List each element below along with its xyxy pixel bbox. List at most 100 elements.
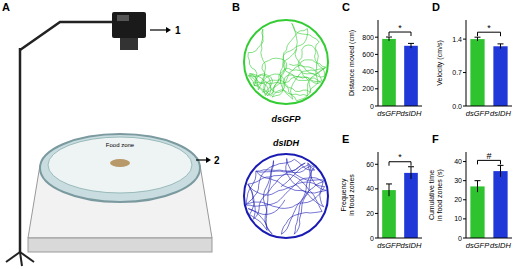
y-tick [463,199,466,200]
y-tick [375,54,378,55]
y-tick-label: 600 [362,51,374,58]
y-tick-label: 40 [366,185,374,192]
significance-mark: # [486,151,491,161]
y-tick [463,39,466,40]
error-bar [498,165,504,176]
bar [404,46,418,106]
y-tick [463,72,466,73]
y-axis-label: in food zones (s) [436,169,444,221]
track [248,23,326,101]
arrow-head [206,157,211,163]
error-cap [475,180,481,181]
y-tick [375,238,378,239]
chart: D0.00.71.4dsGFPdsIDHVelocity (cm/s)* [432,1,512,118]
significance-bracket [478,32,501,36]
x-axis [378,106,422,107]
marks [470,37,507,106]
error-bar [498,44,504,49]
panel-label: C [342,1,350,13]
callout-label: 1 [175,25,181,36]
error-cap [386,37,392,38]
y-tick-label: 20 [454,196,462,203]
y-tick [375,106,378,107]
error-cap [498,165,504,166]
arrow-head [166,27,171,33]
y-tick [375,71,378,72]
significance-bracket [478,160,501,164]
error-line [477,181,478,192]
y-axis-label: in food zones [348,174,355,216]
y-axis-label: Velocity (cm/s) [436,40,444,86]
error-line [411,43,412,48]
y-tick [463,161,466,162]
y-axis [378,20,379,106]
y-tick [463,238,466,239]
food [110,159,130,167]
significance-bracket [389,32,411,36]
platform-side [28,238,212,252]
track-group [248,23,326,101]
error-line [389,184,390,196]
y-tick-label: 0.7 [452,69,462,76]
track-label: dsGFP [271,114,301,124]
panel-label: A [2,1,10,13]
x-tick-label: dsGFP [377,109,400,118]
x-tick-label: dsIDH [401,109,422,118]
error-line [477,37,478,41]
y-axis-label: Distance moved (cm) [348,30,356,96]
error-cap [386,183,392,184]
y-tick-label: 10 [454,215,462,222]
y-axis [378,152,379,238]
bar [470,39,484,106]
panel-label: B [232,1,240,13]
marks [382,167,418,238]
y-axis [466,152,467,238]
chart: F010203040dsGFPdsIDHCumulative timein fo… [428,133,512,250]
y-tick [375,88,378,89]
callout-label: 2 [214,155,220,166]
y-tick [375,213,378,214]
error-cap [475,37,481,38]
tripod-leg [20,252,22,266]
bar [382,190,396,238]
arena-outline [244,20,328,104]
y-tick-label: 200 [362,85,374,92]
x-axis [466,106,512,107]
bar [493,46,507,106]
arrow [150,29,166,30]
tripod-leg [6,252,20,262]
panel-label: F [432,133,439,145]
error-cap [408,166,414,167]
camera-lens [120,38,138,50]
y-tick-label: 0 [458,235,462,242]
chart: E0204060dsGFPdsIDHFrequencyin food zones… [340,133,422,250]
error-bar [408,167,414,179]
bar [470,186,484,238]
significance-bracket [389,162,411,166]
y-tick-label: 400 [362,68,374,75]
y-tick-label: 30 [454,177,462,184]
error-bar [408,43,414,48]
camera-detail [117,15,129,21]
tripod-pole [19,48,22,252]
x-tick-label: dsIDH [401,241,422,250]
significance-mark: * [487,23,491,33]
significance-mark: * [398,23,402,33]
y-tick-label: 1.4 [452,36,462,43]
panel-b: BdsGFPdsIDH [232,1,328,238]
track [246,159,327,235]
y-tick-label: 40 [454,158,462,165]
error-bar [475,181,481,192]
x-tick-label: dsIDH [490,109,511,118]
x-tick-label: dsGFP [466,241,489,250]
y-tick [375,164,378,165]
y-tick [375,37,378,38]
arena-wall [40,134,200,202]
significance-mark: * [398,152,402,162]
error-bar [386,37,392,41]
error-line [411,167,412,179]
camera [112,12,146,38]
x-tick-label: dsGFP [377,241,400,250]
error-line [389,37,390,41]
y-tick [463,106,466,107]
